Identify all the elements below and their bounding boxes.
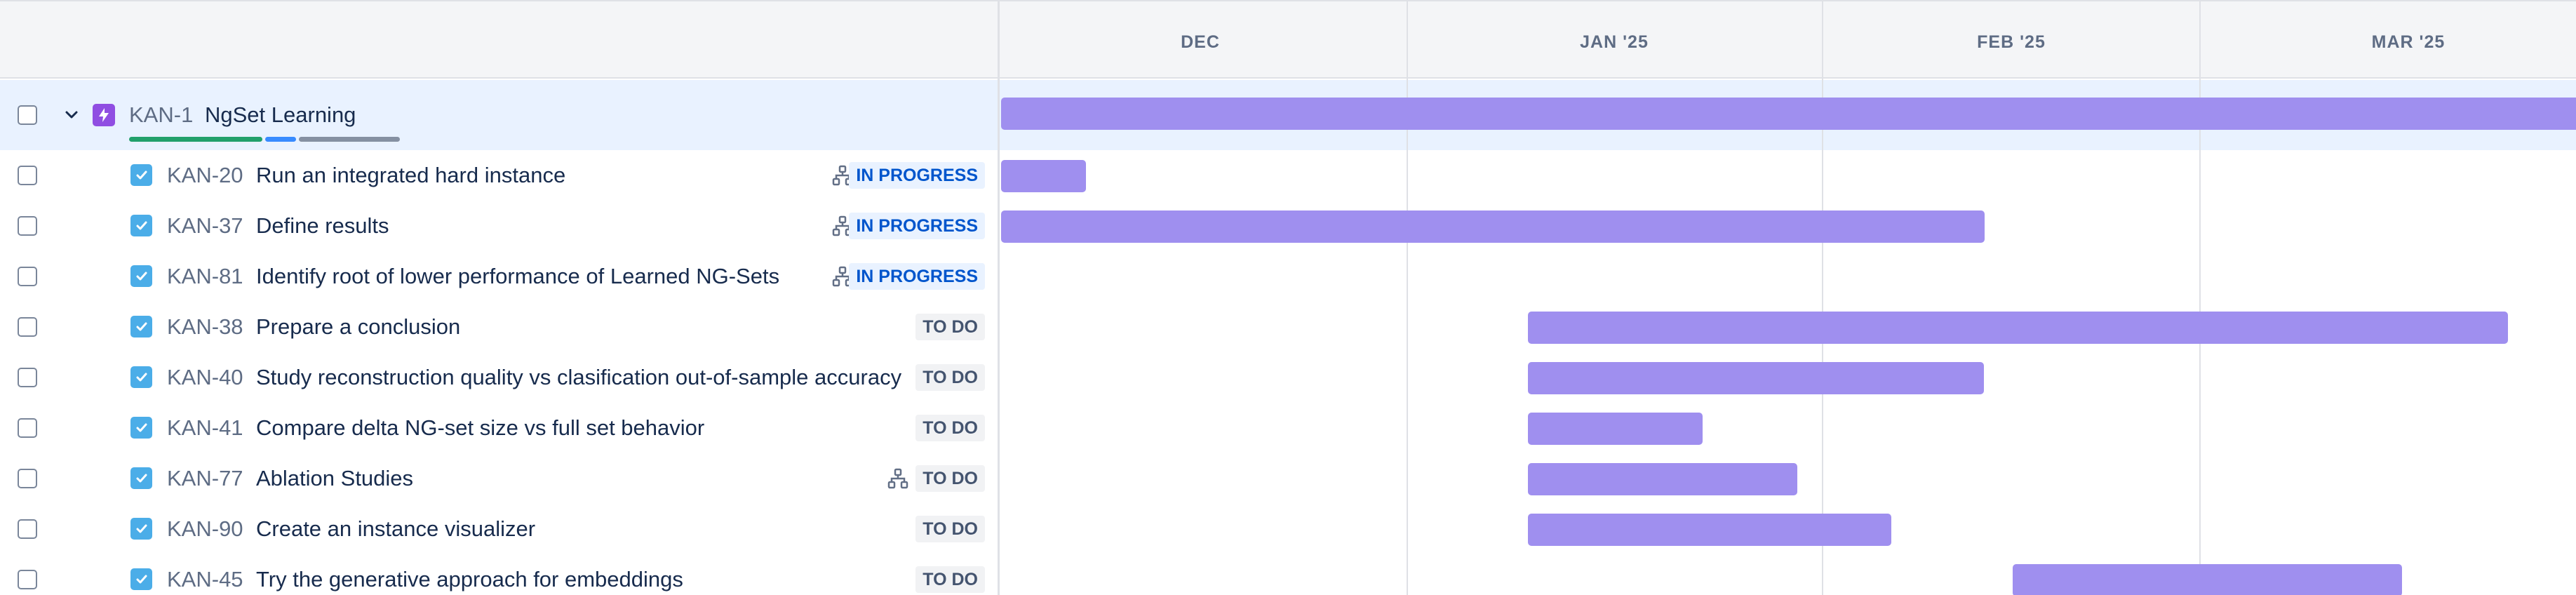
issue-row[interactable]: KAN-90 Create an instance visualizer TO DO	[0, 504, 998, 554]
row-checkbox[interactable]	[18, 267, 37, 286]
issue-row[interactable]: KAN-20 Run an integrated hard instance IN …	[0, 150, 998, 201]
row-checkbox[interactable]	[18, 418, 37, 438]
month-label-dec: DEC	[1181, 32, 1220, 52]
issue-timeline-bar[interactable]	[1001, 210, 1985, 243]
timeline-chart-panel: DEC JAN '25 FEB '25 MAR '25	[1000, 0, 2576, 595]
month-divider	[1822, 1, 1823, 80]
month-label-mar: MAR '25	[2371, 32, 2446, 52]
task-check-icon	[130, 366, 152, 388]
issue-title[interactable]: Identify root of lower performance of Le…	[256, 264, 780, 288]
issue-key[interactable]: KAN-38	[167, 314, 243, 339]
issue-row[interactable]: KAN-81 Identify root of lower performance…	[0, 251, 998, 302]
issue-key[interactable]: KAN-40	[167, 365, 243, 389]
issue-key[interactable]: KAN-45	[167, 567, 243, 591]
task-check-icon	[130, 164, 152, 186]
status-lozenge[interactable]: TO DO	[915, 415, 985, 441]
issue-row[interactable]: KAN-45 Try the generative approach for em…	[0, 554, 998, 595]
issue-timeline-bar[interactable]	[1528, 312, 2508, 344]
issue-key[interactable]: KAN-37	[167, 213, 243, 238]
task-check-icon	[130, 568, 152, 590]
progress-in-progress-segment	[265, 137, 296, 142]
task-check-icon	[130, 316, 152, 337]
issue-row[interactable]: KAN-37 Define results IN PROGRESS	[0, 201, 998, 251]
month-gridline	[1407, 79, 1408, 595]
issue-title[interactable]: Define results	[256, 213, 389, 238]
issue-key[interactable]: KAN-41	[167, 415, 243, 440]
row-checkbox[interactable]	[18, 570, 37, 589]
row-checkbox[interactable]	[18, 519, 37, 539]
row-checkbox[interactable]	[18, 368, 37, 387]
timeline-header: DEC JAN '25 FEB '25 MAR '25	[1000, 0, 2576, 80]
issue-title[interactable]: Create an instance visualizer	[256, 516, 536, 541]
month-label-jan: JAN '25	[1580, 32, 1649, 52]
task-check-icon	[130, 518, 152, 540]
issue-title[interactable]: Study reconstruction quality vs clasific…	[256, 365, 902, 389]
issue-key[interactable]: KAN-81	[167, 264, 243, 288]
issue-title[interactable]: Prepare a conclusion	[256, 314, 461, 339]
status-lozenge[interactable]: TO DO	[915, 566, 985, 593]
issue-timeline-bar[interactable]	[1528, 514, 1891, 546]
epic-timeline-bar[interactable]	[1001, 98, 2576, 130]
issue-key[interactable]: KAN-20	[167, 163, 243, 187]
issue-row[interactable]: KAN-77 Ablation Studies TO DO	[0, 453, 998, 504]
task-check-icon	[130, 417, 152, 439]
status-lozenge[interactable]: IN PROGRESS	[849, 213, 985, 239]
epic-lightning-icon	[93, 104, 115, 126]
issue-list-header	[0, 0, 998, 79]
issue-timeline-bar[interactable]	[1001, 160, 1086, 192]
epic-key[interactable]: KAN-1	[129, 102, 194, 127]
task-check-icon	[130, 215, 152, 236]
issue-timeline-bar[interactable]	[1528, 463, 1797, 495]
issue-list-panel: KAN-1 NgSet Learning KAN-20 Run an integr…	[0, 0, 1000, 595]
issue-title[interactable]: Run an integrated hard instance	[256, 163, 566, 187]
issue-timeline-bar[interactable]	[1528, 362, 1984, 394]
issue-title[interactable]: Ablation Studies	[256, 466, 414, 490]
month-label-feb: FEB '25	[1977, 32, 2046, 52]
row-checkbox[interactable]	[18, 105, 37, 125]
row-checkbox[interactable]	[18, 317, 37, 337]
child-issues-icon[interactable]	[832, 266, 853, 287]
issue-row[interactable]: KAN-38 Prepare a conclusion TO DO	[0, 302, 998, 352]
row-checkbox[interactable]	[18, 469, 37, 488]
month-divider	[1407, 1, 1408, 80]
progress-done-segment	[129, 137, 262, 142]
status-lozenge[interactable]: IN PROGRESS	[849, 162, 985, 189]
month-divider	[2199, 1, 2201, 80]
row-checkbox[interactable]	[18, 166, 37, 185]
issue-row[interactable]: KAN-41 Compare delta NG-set size vs full …	[0, 403, 998, 453]
issue-timeline-bar[interactable]	[1528, 413, 1703, 445]
issue-title[interactable]: Try the generative approach for embeddin…	[256, 567, 683, 591]
progress-todo-segment	[299, 137, 400, 142]
issue-title[interactable]: Compare delta NG-set size vs full set be…	[256, 415, 705, 440]
chevron-down-icon[interactable]	[63, 107, 80, 123]
issue-key[interactable]: KAN-77	[167, 466, 243, 490]
task-check-icon	[130, 467, 152, 489]
child-issues-icon[interactable]	[887, 468, 908, 489]
status-lozenge[interactable]: TO DO	[915, 465, 985, 492]
row-checkbox[interactable]	[18, 216, 37, 236]
epic-title[interactable]: NgSet Learning	[205, 102, 356, 127]
epic-row[interactable]: KAN-1 NgSet Learning	[0, 80, 998, 150]
status-lozenge[interactable]: IN PROGRESS	[849, 263, 985, 290]
status-lozenge[interactable]: TO DO	[915, 364, 985, 391]
status-lozenge[interactable]: TO DO	[915, 516, 985, 542]
task-check-icon	[130, 265, 152, 287]
issue-row[interactable]: KAN-40 Study reconstruction quality vs cl…	[0, 352, 998, 403]
issue-key[interactable]: KAN-90	[167, 516, 243, 541]
status-lozenge[interactable]: TO DO	[915, 314, 985, 340]
issue-timeline-bar[interactable]	[2013, 564, 2402, 595]
